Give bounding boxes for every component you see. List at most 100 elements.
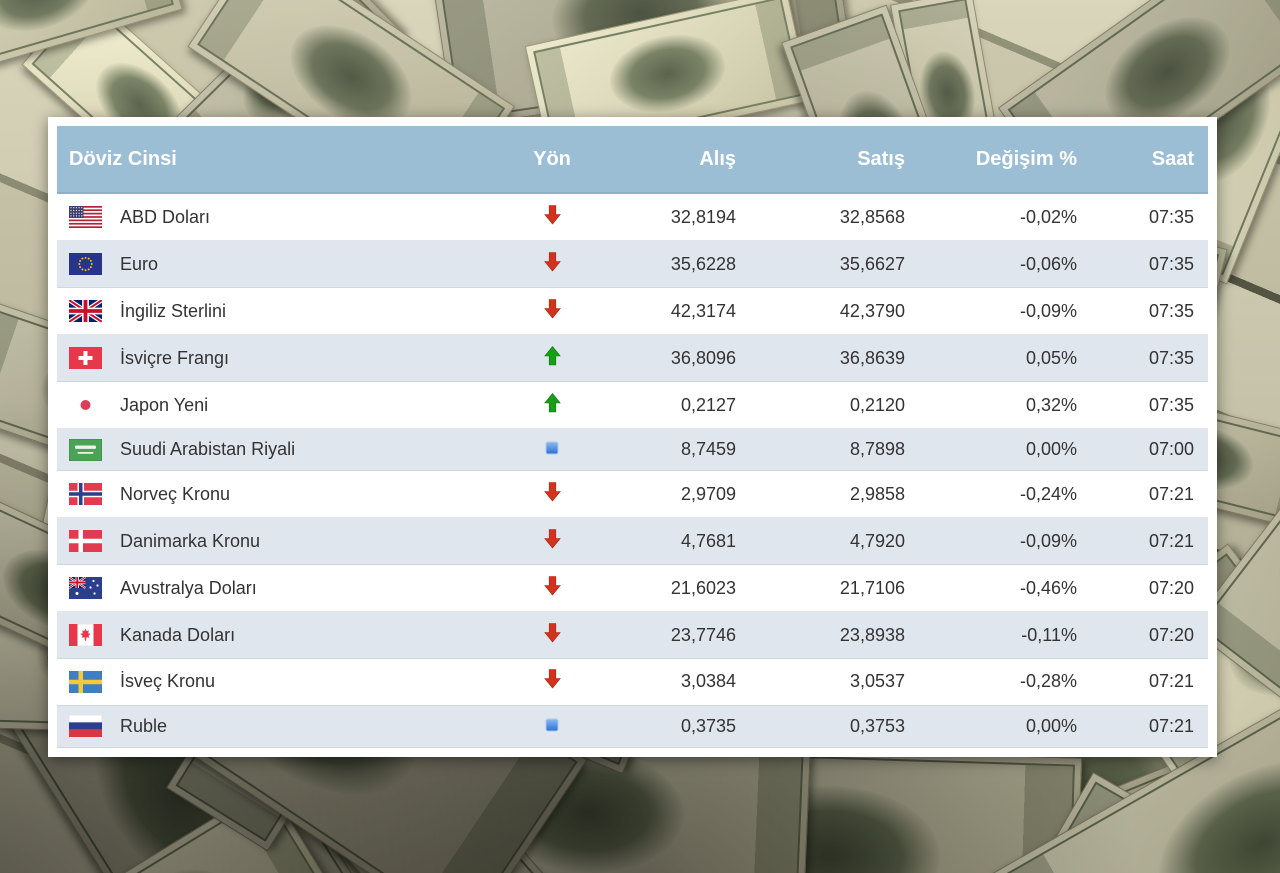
update-time: 07:00 bbox=[1078, 428, 1208, 472]
buy-rate: 42,3174 bbox=[607, 287, 737, 336]
down-arrow-icon bbox=[543, 298, 561, 319]
update-time: 07:35 bbox=[1078, 193, 1208, 242]
change-percent: 0,00% bbox=[906, 428, 1078, 472]
buy-rate: 32,8194 bbox=[607, 193, 737, 242]
col-header-change: Değişim % bbox=[906, 126, 1078, 194]
buy-rate: 4,7681 bbox=[607, 517, 737, 566]
col-header-sell: Satış bbox=[737, 126, 906, 194]
change-percent: 0,00% bbox=[906, 705, 1078, 749]
flag-no-icon bbox=[69, 483, 102, 506]
flag-us-icon bbox=[69, 206, 102, 229]
col-header-time: Saat bbox=[1078, 126, 1208, 194]
sell-rate: 0,3753 bbox=[737, 705, 906, 749]
buy-rate: 35,6228 bbox=[607, 240, 737, 289]
table-row: Suudi Arabistan Riyali 8,7459 8,7898 0,0… bbox=[57, 428, 1208, 472]
flag-se-icon bbox=[69, 670, 102, 693]
update-time: 07:35 bbox=[1078, 287, 1208, 336]
no-change-icon bbox=[545, 718, 559, 732]
update-time: 07:20 bbox=[1078, 564, 1208, 613]
sell-rate: 35,6627 bbox=[737, 240, 906, 289]
change-percent: -0,06% bbox=[906, 240, 1078, 289]
currency-name: İsviçre Frangı bbox=[120, 347, 230, 368]
table-row: Ruble 0,3735 0,3753 0,00% 07:21 bbox=[57, 705, 1208, 749]
change-percent: -0,11% bbox=[906, 611, 1078, 659]
table-row: Norveç Kronu 2,9709 2,9858 -0,24% 07:21 bbox=[57, 470, 1208, 519]
buy-rate: 23,7746 bbox=[607, 611, 737, 659]
flag-ca-icon bbox=[69, 624, 102, 647]
table-header-row: Döviz Cinsi Yön Alış Satış Değişim % Saa… bbox=[57, 126, 1208, 194]
update-time: 07:21 bbox=[1078, 470, 1208, 519]
table-row: ABD Doları 32,8194 32,8568 -0,02% 07:35 bbox=[57, 193, 1208, 242]
currency-name: Euro bbox=[120, 253, 159, 274]
update-time: 07:21 bbox=[1078, 658, 1208, 706]
change-percent: -0,02% bbox=[906, 193, 1078, 242]
flag-ch-icon bbox=[69, 347, 102, 370]
buy-rate: 2,9709 bbox=[607, 470, 737, 519]
flag-eu-icon bbox=[69, 253, 102, 276]
table-row: Avustralya Doları 21,6023 21,7106 -0,46%… bbox=[57, 564, 1208, 613]
change-percent: 0,32% bbox=[906, 381, 1078, 430]
down-arrow-icon bbox=[543, 204, 561, 225]
update-time: 07:35 bbox=[1078, 334, 1208, 383]
change-percent: -0,46% bbox=[906, 564, 1078, 613]
up-arrow-icon bbox=[543, 392, 561, 413]
currency-name: Avustralya Doları bbox=[120, 577, 257, 598]
down-arrow-icon bbox=[543, 669, 561, 689]
sell-rate: 42,3790 bbox=[737, 287, 906, 336]
exchange-rates-table: Döviz Cinsi Yön Alış Satış Değişim % Saa… bbox=[57, 126, 1208, 749]
sell-rate: 8,7898 bbox=[737, 428, 906, 472]
currency-name: Danimarka Kronu bbox=[120, 530, 261, 551]
sell-rate: 36,8639 bbox=[737, 334, 906, 383]
up-arrow-icon bbox=[543, 345, 561, 366]
buy-rate: 21,6023 bbox=[607, 564, 737, 613]
currency-name: Kanada Doları bbox=[120, 624, 236, 645]
flag-gb-icon bbox=[69, 300, 102, 323]
down-arrow-icon bbox=[543, 481, 561, 502]
flag-au-icon bbox=[69, 577, 102, 600]
down-arrow-icon bbox=[543, 251, 561, 272]
col-header-currency: Döviz Cinsi bbox=[57, 126, 497, 194]
sell-rate: 0,2120 bbox=[737, 381, 906, 430]
update-time: 07:35 bbox=[1078, 381, 1208, 430]
currency-name: Japon Yeni bbox=[120, 394, 209, 415]
sell-rate: 3,0537 bbox=[737, 658, 906, 706]
table-row: Japon Yeni 0,2127 0,2120 0,32% 07:35 bbox=[57, 381, 1208, 430]
table-row: Kanada Doları 23,7746 23,8938 -0,11% 07:… bbox=[57, 611, 1208, 659]
sell-rate: 4,7920 bbox=[737, 517, 906, 566]
currency-name: ABD Doları bbox=[120, 206, 211, 227]
down-arrow-icon bbox=[543, 622, 561, 643]
update-time: 07:35 bbox=[1078, 240, 1208, 289]
update-time: 07:20 bbox=[1078, 611, 1208, 659]
flag-jp-icon bbox=[69, 394, 102, 417]
change-percent: -0,09% bbox=[906, 517, 1078, 566]
sell-rate: 21,7106 bbox=[737, 564, 906, 613]
table-row: İsveç Kronu 3,0384 3,0537 -0,28% 07:21 bbox=[57, 658, 1208, 706]
update-time: 07:21 bbox=[1078, 517, 1208, 566]
currency-name: Ruble bbox=[120, 715, 168, 736]
buy-rate: 36,8096 bbox=[607, 334, 737, 383]
no-change-icon bbox=[545, 441, 559, 455]
flag-ru-icon bbox=[69, 715, 102, 738]
down-arrow-icon bbox=[543, 528, 561, 549]
buy-rate: 0,2127 bbox=[607, 381, 737, 430]
change-percent: 0,05% bbox=[906, 334, 1078, 383]
currency-name: Norveç Kronu bbox=[120, 483, 231, 504]
sell-rate: 32,8568 bbox=[737, 193, 906, 242]
update-time: 07:21 bbox=[1078, 705, 1208, 749]
sell-rate: 2,9858 bbox=[737, 470, 906, 519]
buy-rate: 3,0384 bbox=[607, 658, 737, 706]
table-row: İngiliz Sterlini 42,3174 42,3790 -0,09% … bbox=[57, 287, 1208, 336]
sell-rate: 23,8938 bbox=[737, 611, 906, 659]
flag-sa-icon bbox=[69, 438, 102, 461]
currency-name: İngiliz Sterlini bbox=[120, 300, 227, 321]
col-header-buy: Alış bbox=[607, 126, 737, 194]
currency-name: Suudi Arabistan Riyali bbox=[120, 439, 296, 460]
change-percent: -0,24% bbox=[906, 470, 1078, 519]
table-row: Euro 35,6228 35,6627 -0,06% 07:35 bbox=[57, 240, 1208, 289]
table-row: Danimarka Kronu 4,7681 4,7920 -0,09% 07:… bbox=[57, 517, 1208, 566]
down-arrow-icon bbox=[543, 575, 561, 596]
flag-dk-icon bbox=[69, 530, 102, 553]
table-row: İsviçre Frangı 36,8096 36,8639 0,05% 07:… bbox=[57, 334, 1208, 383]
buy-rate: 0,3735 bbox=[607, 705, 737, 749]
exchange-rates-panel: Döviz Cinsi Yön Alış Satış Değişim % Saa… bbox=[48, 117, 1217, 757]
